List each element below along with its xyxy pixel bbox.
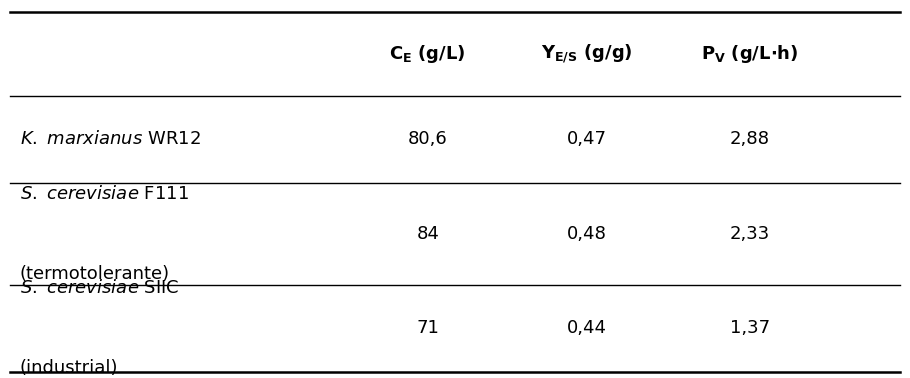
Text: 80,6: 80,6 <box>408 130 448 149</box>
Text: 2,33: 2,33 <box>730 225 770 243</box>
Text: 71: 71 <box>417 319 440 338</box>
Text: $\it{S.\ cerevisiae}$ F111: $\it{S.\ cerevisiae}$ F111 <box>19 185 188 203</box>
Text: $\mathbf{P_V}$ $\mathbf{(g/L{\cdot}h)}$: $\mathbf{P_V}$ $\mathbf{(g/L{\cdot}h)}$ <box>701 43 799 65</box>
Text: $\mathbf{C_E}$ $\mathbf{(g/L)}$: $\mathbf{C_E}$ $\mathbf{(g/L)}$ <box>389 43 466 65</box>
Text: $\it{K.\ marxianus}$ WR12: $\it{K.\ marxianus}$ WR12 <box>19 130 200 149</box>
Text: 0,48: 0,48 <box>567 225 606 243</box>
Text: (termotolerante): (termotolerante) <box>19 265 169 283</box>
Text: 0,44: 0,44 <box>567 319 607 338</box>
Text: 2,88: 2,88 <box>730 130 770 149</box>
Text: (industrial): (industrial) <box>19 359 118 377</box>
Text: 0,47: 0,47 <box>567 130 607 149</box>
Text: 1,37: 1,37 <box>730 319 770 338</box>
Text: $\mathbf{Y_{E/S}}$ $\mathbf{(g/g)}$: $\mathbf{Y_{E/S}}$ $\mathbf{(g/g)}$ <box>541 43 632 65</box>
Text: 84: 84 <box>417 225 440 243</box>
Text: $\it{S.\ cerevisiae}$ SIIC: $\it{S.\ cerevisiae}$ SIIC <box>19 279 179 297</box>
